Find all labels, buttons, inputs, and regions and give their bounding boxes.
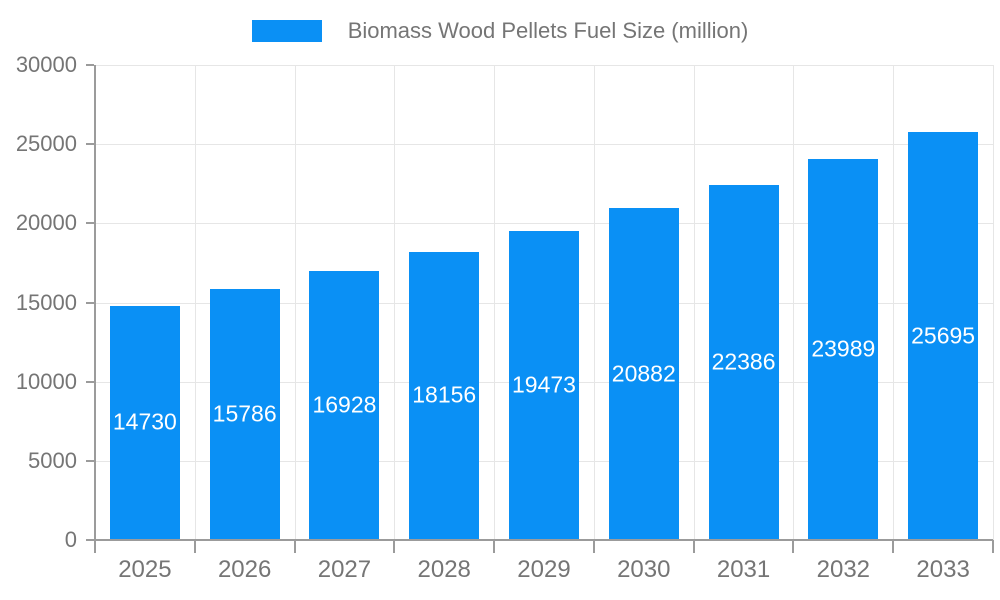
y-axis-line: [94, 65, 96, 553]
bar-value-label: 23989: [811, 335, 876, 362]
bar[interactable]: 15786: [209, 289, 280, 539]
x-axis-tick-label: 2029: [517, 556, 571, 583]
y-axis-tick-label: 5000: [28, 447, 77, 473]
bar[interactable]: 16928: [309, 270, 380, 539]
bar-value-label: 16928: [312, 391, 377, 418]
x-axis-tick-label: 2033: [916, 556, 970, 583]
x-gridline: [893, 65, 895, 540]
y-gridline: [95, 144, 993, 146]
x-axis-tick-label: 2027: [317, 556, 372, 583]
x-gridline: [494, 65, 496, 540]
x-tick: [293, 540, 296, 553]
bar[interactable]: 19473: [509, 230, 579, 539]
x-gridline: [294, 65, 296, 540]
bar[interactable]: 23989: [808, 159, 879, 539]
bar-value-label: 22386: [711, 348, 776, 375]
x-gridline: [593, 65, 595, 540]
bar-value-label: 25695: [911, 322, 976, 349]
x-axis-tick-label: 2030: [617, 556, 671, 583]
bar-value-label: 18156: [412, 381, 477, 408]
y-tick: [86, 539, 94, 541]
bar[interactable]: 20882: [608, 208, 679, 539]
bar-value-label: 20882: [611, 360, 676, 387]
x-axis-tick-label: 2028: [417, 556, 471, 583]
legend-swatch: [251, 20, 322, 42]
y-axis-tick-label: 25000: [15, 131, 77, 157]
x-tick: [792, 540, 795, 553]
x-axis-tick-label: 2026: [217, 556, 272, 583]
legend-label: Biomass Wood Pellets Fuel Size (million): [347, 18, 749, 43]
y-tick: [86, 64, 94, 66]
plot-area: 0 5000 10000 15000 20000 25000 30000 14730 2025 1…: [16, 52, 994, 583]
legend[interactable]: Biomass Wood Pellets Fuel Size (million): [0, 16, 1000, 46]
x-axis-tick-label: 2031: [716, 556, 771, 583]
bar[interactable]: 18156: [409, 251, 480, 539]
bar[interactable]: 25695: [908, 132, 979, 539]
y-axis-tick-label: 15000: [15, 289, 77, 315]
x-tick: [992, 540, 994, 553]
x-tick: [193, 540, 196, 553]
x-gridline: [793, 65, 795, 540]
x-tick: [493, 540, 496, 553]
x-axis-tick-label: 2032: [816, 556, 871, 583]
x-gridline: [394, 65, 396, 540]
y-tick: [86, 301, 94, 304]
bar[interactable]: 22386: [708, 184, 779, 539]
x-axis-line: [86, 539, 993, 541]
y-tick: [86, 143, 94, 146]
bar-value-label: 15786: [212, 400, 277, 427]
y-tick: [86, 459, 94, 462]
bar[interactable]: 14730: [109, 305, 180, 539]
x-gridline: [194, 65, 196, 540]
y-tick: [86, 222, 94, 225]
x-gridline: [993, 65, 994, 540]
x-axis-tick-label: 2025: [118, 556, 172, 583]
x-tick: [592, 540, 595, 553]
x-tick: [692, 540, 695, 553]
bar-value-label: 19473: [512, 371, 576, 398]
x-tick: [393, 540, 396, 553]
x-tick: [892, 540, 895, 553]
bar-value-label: 14730: [112, 408, 177, 435]
x-gridline: [693, 65, 695, 540]
y-axis-tick-label: 10000: [15, 368, 77, 394]
y-gridline: [95, 65, 993, 66]
y-axis-tick-label: 20000: [15, 210, 77, 236]
x-tick: [94, 540, 96, 553]
y-axis-tick-label: 30000: [15, 52, 77, 77]
y-axis-tick-label: 0: [64, 527, 77, 552]
y-gridline: [95, 223, 993, 225]
y-tick: [86, 380, 94, 383]
